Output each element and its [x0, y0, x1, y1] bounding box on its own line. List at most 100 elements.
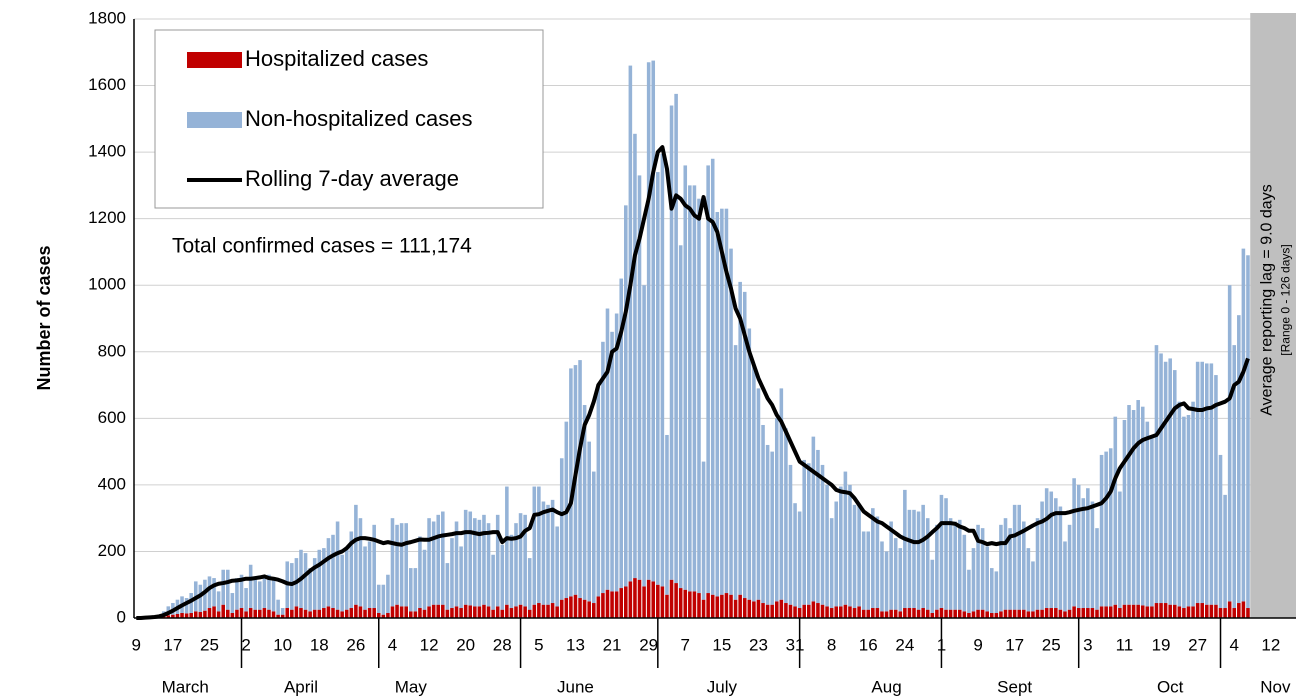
bar: [166, 615, 171, 618]
bar: [1081, 498, 1086, 609]
bar: [669, 105, 674, 580]
bar: [605, 308, 610, 590]
bar: [1095, 528, 1099, 610]
bar: [207, 608, 212, 618]
bar: [331, 534, 335, 609]
bar: [802, 459, 806, 605]
bar: [569, 368, 573, 597]
bar: [839, 606, 843, 618]
bar: [1044, 488, 1049, 609]
bar: [1122, 419, 1127, 605]
bar: [935, 609, 939, 618]
bar: [637, 175, 642, 580]
bar: [738, 281, 742, 595]
bar: [692, 185, 697, 592]
bar: [390, 518, 395, 607]
bar: [793, 606, 797, 618]
bar: [491, 609, 495, 618]
total-annotation: Total confirmed cases = 111,174: [172, 235, 472, 258]
bar: [354, 504, 358, 605]
bar: [491, 554, 495, 610]
bar: [1150, 606, 1154, 618]
bar: [1163, 361, 1168, 604]
bar: [340, 611, 344, 618]
x-tick-label: 24: [895, 635, 914, 654]
bar: [628, 65, 633, 582]
bar: [189, 593, 193, 614]
x-tick-label: 29: [639, 635, 658, 654]
bar: [637, 579, 642, 618]
bar: [591, 471, 596, 604]
bar: [413, 568, 418, 612]
bar: [747, 328, 752, 600]
bar: [1049, 491, 1054, 609]
bar: [733, 345, 738, 600]
bar: [372, 608, 376, 618]
bar: [431, 604, 436, 618]
bar: [871, 508, 875, 609]
bar: [683, 589, 688, 618]
bar: [317, 609, 322, 618]
bar: [678, 245, 683, 589]
bar: [582, 405, 587, 600]
bar: [212, 578, 216, 607]
bar: [710, 158, 715, 595]
bar: [1154, 345, 1159, 604]
bar: [285, 608, 290, 618]
bar: [386, 574, 390, 614]
bar: [372, 524, 376, 609]
bar: [756, 388, 761, 600]
bar: [825, 484, 829, 607]
bar: [665, 594, 669, 618]
bar: [614, 313, 619, 592]
bar: [308, 568, 312, 612]
bar: [1035, 609, 1040, 618]
bar: [742, 598, 747, 618]
bar: [546, 504, 550, 605]
bar: [774, 418, 779, 602]
x-tick-label: 12: [1261, 635, 1280, 654]
bar: [656, 584, 660, 618]
bar: [1054, 498, 1058, 609]
bar: [953, 521, 957, 610]
bar: [967, 569, 971, 614]
x-tick-label: 20: [456, 635, 475, 654]
bar: [1049, 608, 1054, 618]
bar: [793, 503, 797, 607]
bar: [1067, 609, 1072, 618]
bar: [1136, 604, 1140, 618]
bar: [683, 165, 688, 590]
bar: [459, 546, 463, 609]
bar: [573, 594, 578, 618]
bar: [418, 608, 422, 618]
bar: [1145, 606, 1150, 618]
bar: [399, 523, 404, 607]
bar: [344, 548, 349, 610]
bar: [587, 601, 591, 618]
bar: [559, 458, 564, 600]
bar: [1218, 454, 1223, 609]
bar: [335, 521, 340, 610]
x-tick-label: 25: [200, 635, 219, 654]
bar: [999, 611, 1003, 618]
bar: [614, 591, 619, 618]
bar: [408, 568, 413, 612]
bar: [1072, 478, 1076, 607]
bar: [784, 603, 788, 618]
bar: [546, 604, 550, 618]
x-tick-label: 17: [163, 635, 182, 654]
bar: [537, 486, 541, 604]
x-tick-label: 31: [786, 635, 805, 654]
bar: [180, 613, 184, 618]
bar: [1227, 601, 1232, 618]
bar: [1090, 608, 1095, 618]
bar: [322, 548, 326, 609]
bar: [473, 606, 477, 618]
bar: [271, 579, 276, 612]
bar: [861, 609, 866, 618]
bar: [806, 604, 811, 618]
bar: [454, 521, 459, 607]
bar: [1063, 611, 1067, 618]
bar: [829, 518, 834, 609]
bar: [957, 519, 962, 610]
